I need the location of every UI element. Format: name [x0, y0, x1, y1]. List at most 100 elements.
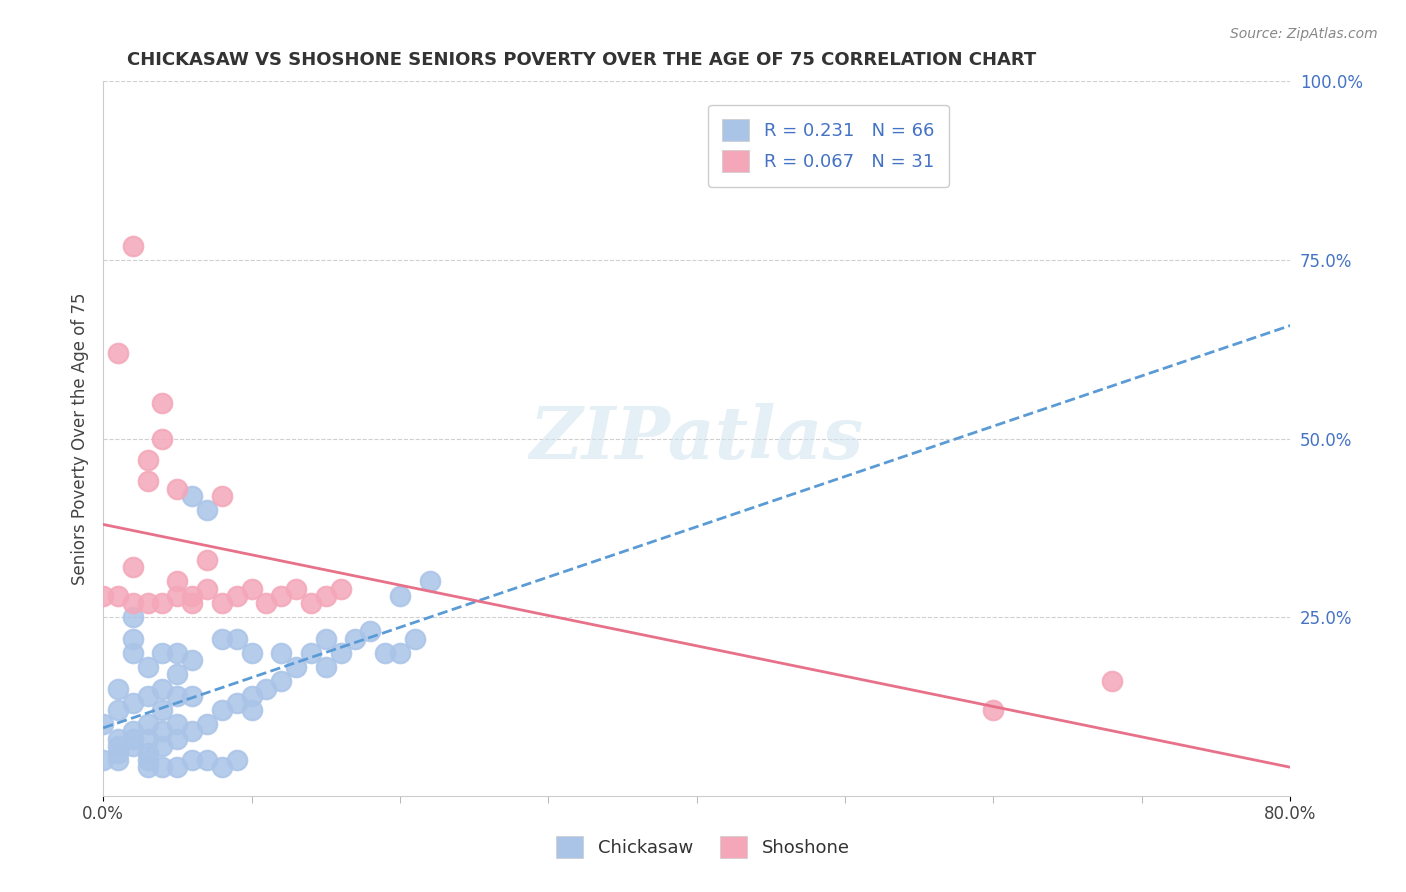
- Point: [136, 453, 159, 467]
- Point: [166, 731, 188, 746]
- Point: [181, 753, 204, 767]
- Point: [166, 646, 188, 660]
- Point: [152, 596, 174, 610]
- Point: [240, 703, 263, 717]
- Point: [107, 739, 129, 753]
- Point: [136, 753, 159, 767]
- Point: [181, 596, 204, 610]
- Point: [166, 717, 188, 731]
- Point: [388, 589, 411, 603]
- Point: [107, 746, 129, 760]
- Point: [91, 717, 114, 731]
- Point: [983, 703, 1005, 717]
- Point: [107, 753, 129, 767]
- Point: [136, 689, 159, 703]
- Point: [166, 760, 188, 774]
- Point: [166, 574, 188, 589]
- Point: [166, 589, 188, 603]
- Point: [285, 660, 308, 674]
- Point: [315, 632, 337, 646]
- Point: [329, 646, 352, 660]
- Point: [225, 632, 247, 646]
- Point: [254, 681, 277, 696]
- Point: [91, 753, 114, 767]
- Point: [344, 632, 367, 646]
- Point: [91, 589, 114, 603]
- Point: [152, 724, 174, 739]
- Point: [136, 596, 159, 610]
- Point: [240, 582, 263, 596]
- Point: [285, 582, 308, 596]
- Point: [270, 589, 292, 603]
- Point: [152, 646, 174, 660]
- Point: [136, 731, 159, 746]
- Point: [136, 660, 159, 674]
- Point: [152, 739, 174, 753]
- Point: [136, 746, 159, 760]
- Text: ZIPatlas: ZIPatlas: [530, 403, 863, 474]
- Y-axis label: Seniors Poverty Over the Age of 75: Seniors Poverty Over the Age of 75: [72, 293, 89, 585]
- Point: [136, 717, 159, 731]
- Point: [166, 667, 188, 681]
- Point: [152, 432, 174, 446]
- Point: [195, 753, 218, 767]
- Point: [152, 681, 174, 696]
- Point: [211, 489, 233, 503]
- Point: [121, 560, 143, 574]
- Point: [121, 724, 143, 739]
- Point: [315, 589, 337, 603]
- Point: [181, 589, 204, 603]
- Point: [299, 596, 322, 610]
- Point: [152, 760, 174, 774]
- Point: [121, 731, 143, 746]
- Legend: R = 0.231   N = 66, R = 0.067   N = 31: R = 0.231 N = 66, R = 0.067 N = 31: [709, 104, 949, 186]
- Point: [359, 624, 381, 639]
- Point: [121, 632, 143, 646]
- Point: [121, 646, 143, 660]
- Point: [404, 632, 426, 646]
- Point: [107, 346, 129, 360]
- Point: [329, 582, 352, 596]
- Point: [107, 589, 129, 603]
- Point: [225, 589, 247, 603]
- Point: [121, 739, 143, 753]
- Point: [181, 653, 204, 667]
- Point: [211, 760, 233, 774]
- Point: [374, 646, 396, 660]
- Point: [136, 760, 159, 774]
- Point: [166, 689, 188, 703]
- Point: [107, 731, 129, 746]
- Point: [195, 582, 218, 596]
- Point: [181, 689, 204, 703]
- Point: [181, 724, 204, 739]
- Point: [225, 753, 247, 767]
- Point: [121, 696, 143, 710]
- Point: [315, 660, 337, 674]
- Point: [270, 674, 292, 689]
- Text: Source: ZipAtlas.com: Source: ZipAtlas.com: [1230, 27, 1378, 41]
- Point: [419, 574, 441, 589]
- Point: [121, 596, 143, 610]
- Point: [1101, 674, 1123, 689]
- Point: [240, 646, 263, 660]
- Point: [195, 503, 218, 517]
- Legend: Chickasaw, Shoshone: Chickasaw, Shoshone: [550, 829, 856, 865]
- Point: [195, 553, 218, 567]
- Point: [152, 396, 174, 410]
- Point: [107, 681, 129, 696]
- Point: [211, 596, 233, 610]
- Point: [211, 632, 233, 646]
- Point: [152, 703, 174, 717]
- Point: [225, 696, 247, 710]
- Point: [299, 646, 322, 660]
- Point: [270, 646, 292, 660]
- Point: [211, 703, 233, 717]
- Point: [166, 482, 188, 496]
- Point: [121, 610, 143, 624]
- Point: [181, 489, 204, 503]
- Point: [136, 475, 159, 489]
- Text: CHICKASAW VS SHOSHONE SENIORS POVERTY OVER THE AGE OF 75 CORRELATION CHART: CHICKASAW VS SHOSHONE SENIORS POVERTY OV…: [127, 51, 1036, 69]
- Point: [121, 238, 143, 252]
- Point: [254, 596, 277, 610]
- Point: [388, 646, 411, 660]
